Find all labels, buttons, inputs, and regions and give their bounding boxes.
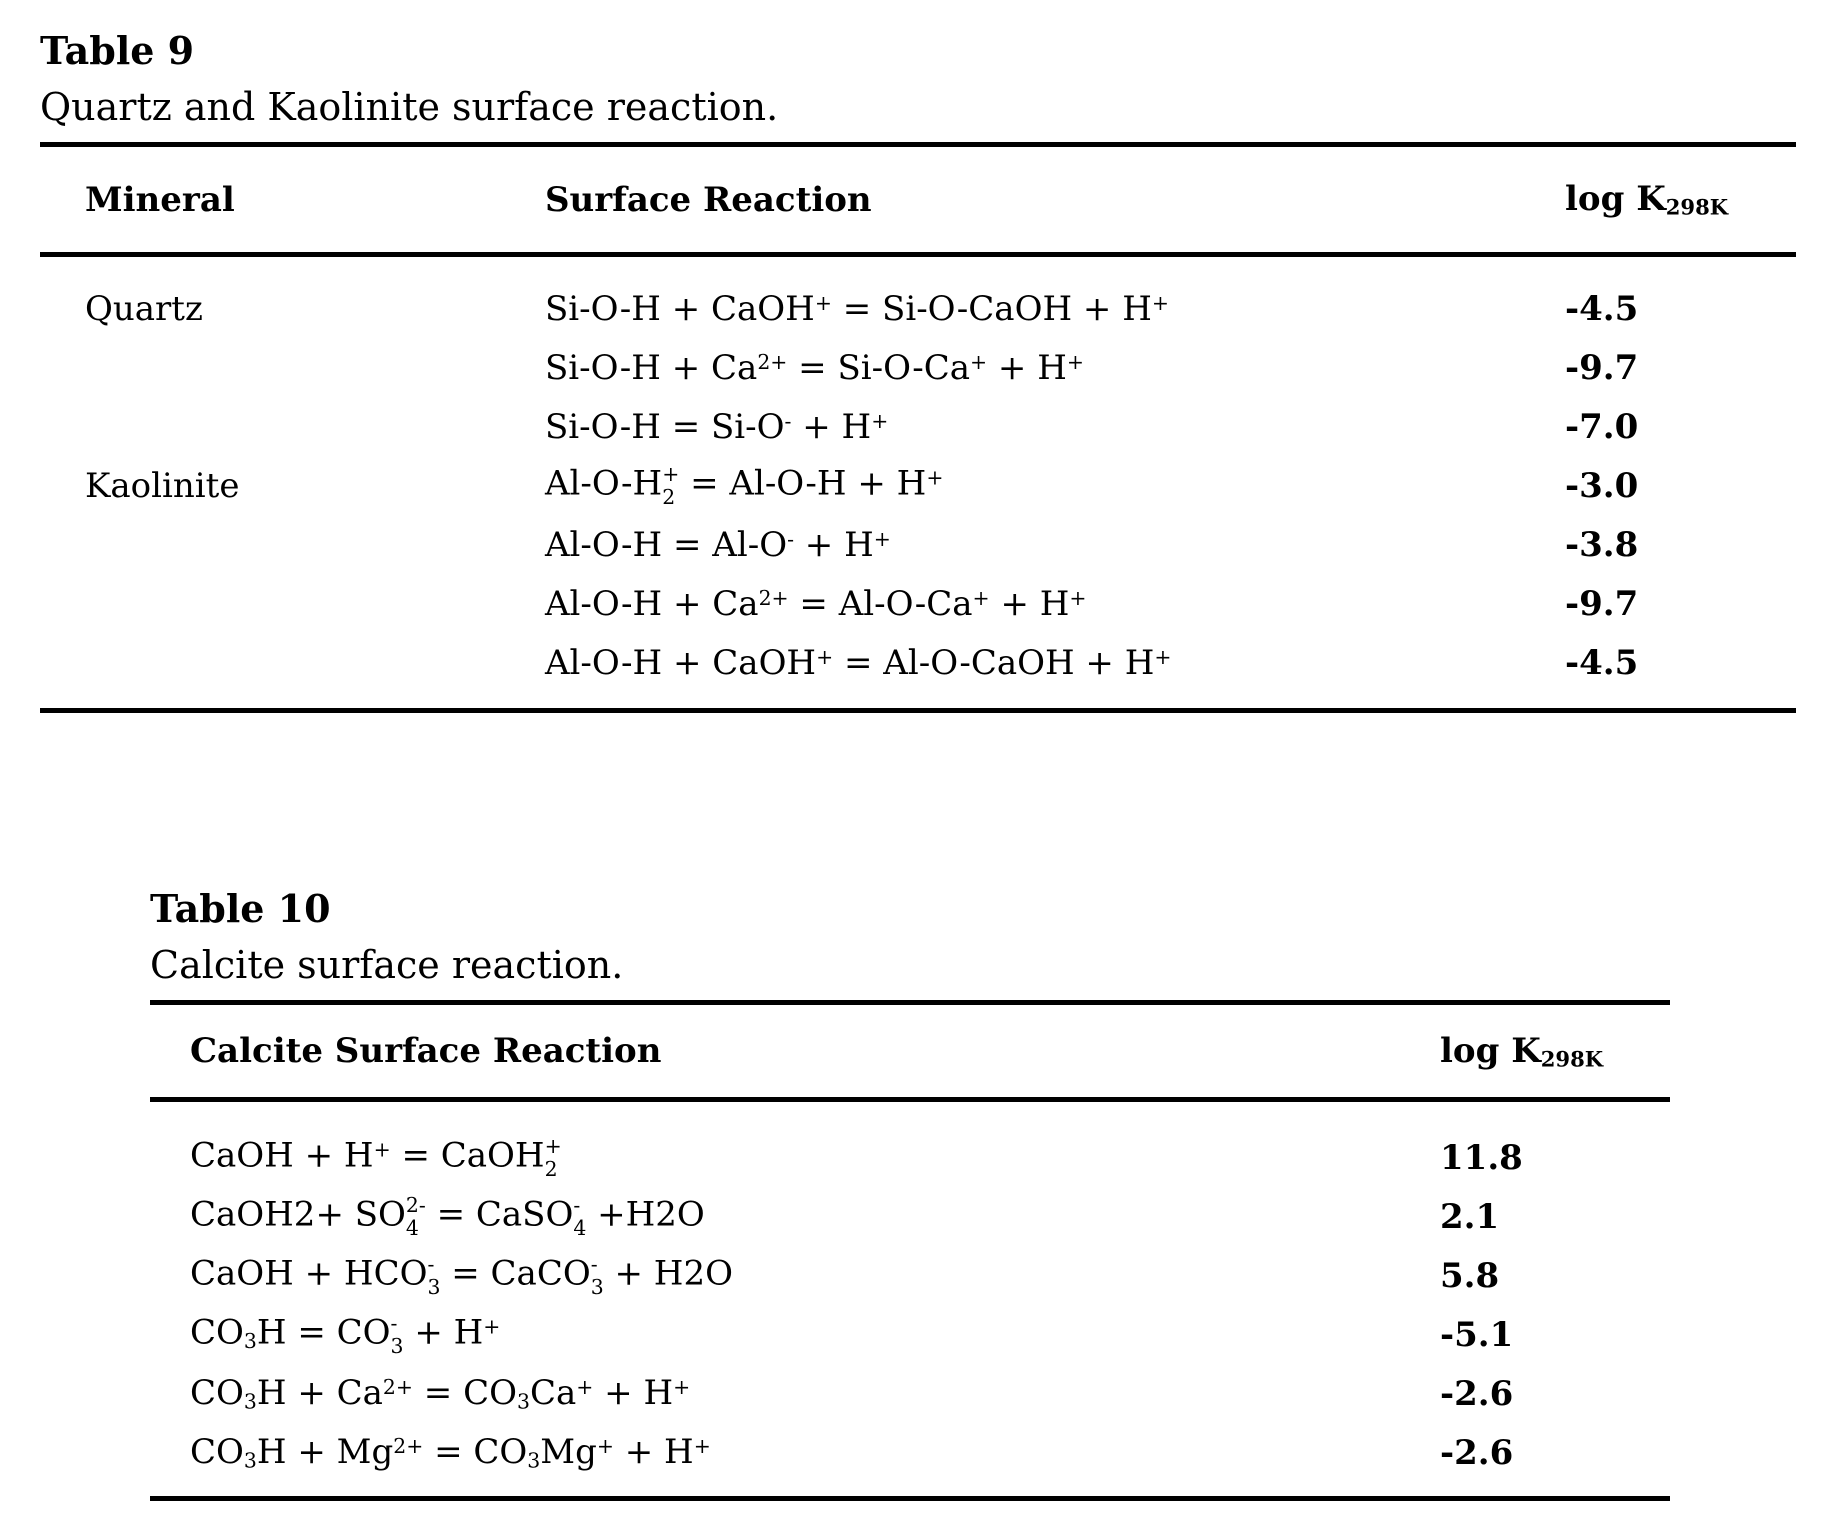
table-9: Mineral Surface Reaction log K298K Quart…	[40, 142, 1796, 713]
table-9-body: Quartz Si-O-H + CaOH+ = Si-O-CaOH + H+ -…	[40, 257, 1796, 708]
superscript: +	[483, 1314, 501, 1339]
superscript: 2+	[393, 1434, 424, 1459]
mineral-cell: Kaolinite	[85, 465, 240, 506]
reaction-cell: CO3H = CO -3 + H+	[190, 1311, 501, 1358]
table-10-body: CaOH + H+ = CaOH +2 11.8 CaOH2+ SO 2- 4 = C…	[150, 1102, 1670, 1496]
table-row: Al-O-H + CaOH+ = Al-O-CaOH + H+ -4.5	[40, 633, 1796, 692]
table-row: Si-O-H = Si-O- + H+ -7.0	[40, 397, 1796, 456]
superscript: +	[576, 1375, 594, 1400]
logk-cell: 11.8	[1440, 1137, 1523, 1178]
table-row: Si-O-H + Ca2+ = Si-O-Ca+ + H+ -9.7	[40, 338, 1796, 397]
superscript: +	[1151, 290, 1169, 315]
reaction-cell: Al-O-H + CaOH+ = Al-O-CaOH + H+	[545, 642, 1172, 683]
column-header-mineral: Mineral	[85, 179, 235, 220]
subscript: 3	[516, 1389, 530, 1414]
superscript: +	[693, 1434, 711, 1459]
reaction-cell: CaOH2+ SO 2- 4 = CaSO -4 +H2O	[190, 1193, 705, 1240]
superscript: +	[873, 526, 891, 551]
table-9-section: Table 9 Quartz and Kaolinite surface rea…	[40, 22, 1796, 713]
superscript: +	[1066, 349, 1084, 374]
logk-cell: 2.1	[1440, 1196, 1500, 1237]
reaction-cell: Si-O-H = Si-O- + H+	[545, 406, 889, 447]
superscript: +	[970, 349, 988, 374]
logk-label: log K	[1440, 1030, 1541, 1071]
table-row: CaOH + HCO -3 = CaCO -3 + H2O 5.8	[150, 1246, 1670, 1305]
table-9-header-row: Mineral Surface Reaction log K298K	[40, 147, 1796, 257]
superscript: -	[784, 408, 792, 433]
reaction-cell: Al-O-H = Al-O- + H+	[545, 524, 891, 565]
superscript: -	[787, 526, 794, 551]
table-row: CaOH2+ SO 2- 4 = CaSO -4 +H2O 2.1	[150, 1187, 1670, 1246]
table-row: Al-O-H + Ca2+ = Al-O-Ca+ + H+ -9.7	[40, 574, 1796, 633]
logk-cell: -9.7	[1565, 347, 1639, 388]
table-row: CaOH + H+ = CaOH +2 11.8	[150, 1128, 1670, 1187]
logk-cell: -7.0	[1565, 406, 1639, 447]
stacked-sub-superscript: -3	[590, 1252, 604, 1299]
logk-cell: -2.6	[1440, 1432, 1514, 1473]
superscript: 2+	[758, 585, 789, 610]
logk-cell: -4.5	[1565, 642, 1639, 683]
superscript: +	[596, 1434, 614, 1459]
table-10: Calcite Surface Reaction log K298K CaOH …	[150, 1000, 1670, 1501]
column-header-logk: log K298K	[1565, 179, 1796, 220]
table-10-section: Table 10 Calcite surface reaction. Calci…	[150, 880, 1670, 1501]
table-9-caption: Quartz and Kaolinite surface reaction.	[40, 85, 779, 129]
reaction-cell: CO3H + Ca2+ = CO3Ca+ + H+	[190, 1373, 691, 1414]
subscript: 3	[243, 1389, 257, 1414]
table-row: CO3H + Mg2+ = CO3Mg+ + H+ -2.6	[150, 1423, 1670, 1482]
stacked-sub-superscript: -4	[573, 1193, 587, 1240]
superscript: +	[814, 290, 832, 315]
reaction-cell: CO3H + Mg2+ = CO3Mg+ + H+	[190, 1432, 711, 1473]
table-10-title: Table 10	[150, 886, 331, 931]
table-row: Al-O-H = Al-O- + H+ -3.8	[40, 515, 1796, 574]
table-10-header-row: Calcite Surface Reaction log K298K	[150, 1005, 1670, 1102]
superscript: 2+	[382, 1375, 413, 1400]
superscript: +	[1069, 585, 1087, 610]
reaction-cell: CaOH + HCO -3 = CaCO -3 + H2O	[190, 1252, 733, 1299]
stacked-sub-superscript: +2	[662, 462, 680, 509]
table-row: Quartz Si-O-H + CaOH+ = Si-O-CaOH + H+ -…	[40, 279, 1796, 338]
column-header-calcite-surface-reaction: Calcite Surface Reaction	[190, 1031, 662, 1071]
superscript: +	[673, 1375, 691, 1400]
superscript: +	[926, 465, 944, 490]
superscript: +	[1154, 644, 1172, 669]
logk-cell: -3.8	[1565, 524, 1639, 565]
table-9-title: Table 9	[40, 28, 195, 73]
stacked-sub-superscript: +2	[544, 1134, 562, 1181]
superscript: +	[972, 585, 990, 610]
column-header-surface-reaction: Surface Reaction	[545, 179, 872, 220]
table-10-caption: Calcite surface reaction.	[150, 943, 624, 987]
subscript: 3	[243, 1448, 257, 1473]
reaction-cell: CaOH + H+ = CaOH +2	[190, 1134, 562, 1181]
mineral-cell: Quartz	[85, 288, 203, 329]
superscript: 2+	[757, 349, 788, 374]
logk-label: log K	[1565, 179, 1666, 220]
logk-subscript: 298K	[1540, 1046, 1604, 1072]
reaction-cell: Al-O-H +2 = Al-O-H + H+	[545, 462, 944, 509]
logk-cell: -2.6	[1440, 1373, 1514, 1414]
reaction-cell: Si-O-H + Ca2+ = Si-O-Ca+ + H+	[545, 347, 1084, 388]
superscript: +	[871, 408, 889, 433]
superscript: +	[373, 1137, 391, 1162]
stacked-sub-superscript: 2- 4	[405, 1193, 426, 1240]
table-row: CO3H + Ca2+ = CO3Ca+ + H+ -2.6	[150, 1364, 1670, 1423]
logk-cell: 5.8	[1440, 1255, 1500, 1296]
stacked-sub-superscript: -3	[390, 1311, 404, 1358]
logk-subscript: 298K	[1665, 194, 1729, 220]
subscript: 3	[527, 1448, 541, 1473]
logk-cell: -4.5	[1565, 288, 1639, 329]
stacked-sub-superscript: -3	[427, 1252, 441, 1299]
subscript: 3	[243, 1328, 257, 1353]
reaction-cell: Si-O-H + CaOH+ = Si-O-CaOH + H+	[545, 288, 1169, 329]
table-row: Kaolinite Al-O-H +2 = Al-O-H + H+ -3.0	[40, 456, 1796, 515]
logk-cell: -9.7	[1565, 583, 1639, 624]
logk-cell: -3.0	[1565, 465, 1639, 506]
reaction-cell: Al-O-H + Ca2+ = Al-O-Ca+ + H+	[545, 583, 1087, 624]
table-row: CO3H = CO -3 + H+ -5.1	[150, 1305, 1670, 1364]
column-header-logk: log K298K	[1440, 1031, 1670, 1072]
logk-cell: -5.1	[1440, 1314, 1514, 1355]
superscript: +	[816, 644, 834, 669]
